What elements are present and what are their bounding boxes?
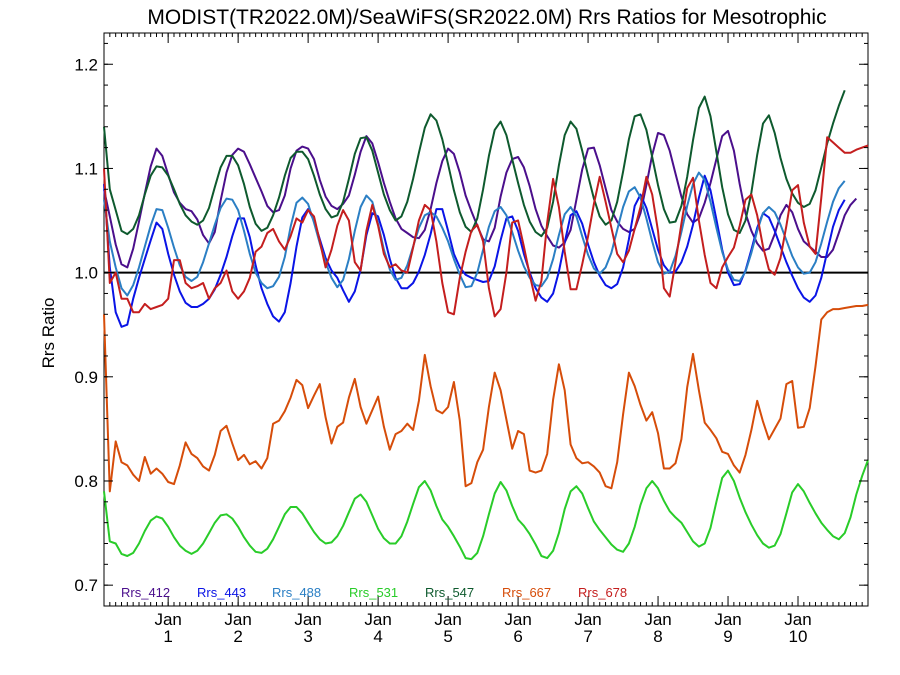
y-tick-label: 0.9 xyxy=(74,368,98,387)
x-tick-label-year: 6 xyxy=(513,627,522,646)
x-tick-label-month: Jan xyxy=(784,610,811,629)
y-axis-label: Rrs Ratio xyxy=(39,298,58,369)
x-tick-label-year: 5 xyxy=(443,627,452,646)
legend-entry-rrs-678: Rrs_678 xyxy=(578,585,627,600)
y-tick-label: 0.8 xyxy=(74,472,98,491)
y-tick-label: 0.7 xyxy=(74,576,98,595)
series-line-rrs-667 xyxy=(103,303,869,493)
x-tick-label-year: 7 xyxy=(583,627,592,646)
chart-title: MODIST(TR2022.0M)/SeaWiFS(SR2022.0M) Rrs… xyxy=(147,6,826,29)
x-tick-label-year: 10 xyxy=(789,627,808,646)
series-line-rrs-547 xyxy=(103,89,846,238)
x-tick-label-month: Jan xyxy=(644,610,671,629)
series-layer xyxy=(103,89,869,561)
series-line-rrs-531 xyxy=(103,459,869,561)
x-tick-label-month: Jan xyxy=(294,610,321,629)
x-tick-label-month: Jan xyxy=(574,610,601,629)
x-tick-label-month: Jan xyxy=(714,610,741,629)
y-tick-label: 1.2 xyxy=(74,55,98,74)
x-tick-label-year: 9 xyxy=(723,627,732,646)
plot-frame xyxy=(103,32,869,607)
legend-entry-rrs-547: Rrs_547 xyxy=(425,585,474,600)
legend-entry-rrs-488: Rrs_488 xyxy=(272,585,321,600)
axes-layer: 0.70.80.91.01.11.2Jan1Jan2Jan3Jan4Jan5Ja… xyxy=(74,33,868,646)
y-tick-label: 1.0 xyxy=(74,264,98,283)
x-tick-label-month: Jan xyxy=(224,610,251,629)
x-tick-label-month: Jan xyxy=(364,610,391,629)
legend-entry-rrs-412: Rrs_412 xyxy=(121,585,170,600)
series-line-rrs-678 xyxy=(103,136,869,318)
series-line-rrs-488 xyxy=(103,171,846,297)
x-tick-label-year: 8 xyxy=(653,627,662,646)
x-tick-label-year: 2 xyxy=(233,627,242,646)
x-tick-label-month: Jan xyxy=(154,610,181,629)
x-tick-label-year: 1 xyxy=(163,627,172,646)
legend-entry-rrs-443: Rrs_443 xyxy=(197,585,246,600)
legend-entry-rrs-531: Rrs_531 xyxy=(349,585,398,600)
y-tick-label: 1.1 xyxy=(74,159,98,178)
x-tick-label-year: 4 xyxy=(373,627,382,646)
plot-area xyxy=(103,32,869,607)
x-tick-label-year: 3 xyxy=(303,627,312,646)
x-tick-label-month: Jan xyxy=(434,610,461,629)
series-line-rrs-443 xyxy=(103,174,846,328)
x-tick-label-month: Jan xyxy=(504,610,531,629)
legend: Rrs_412 Rrs_443 Rrs_488 Rrs_531 Rrs_547 Rrs_6… xyxy=(121,585,627,600)
legend-entry-rrs-667: Rrs_667 xyxy=(502,585,551,600)
